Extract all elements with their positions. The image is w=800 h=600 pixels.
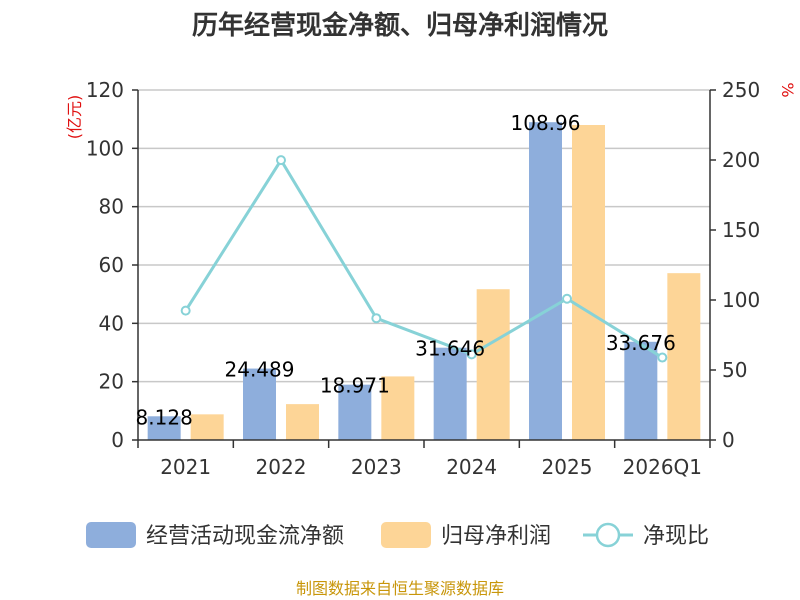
right-tick-label: 0 <box>722 428 735 452</box>
ratio-point <box>466 349 477 360</box>
net-profit-bar <box>667 273 701 440</box>
source-note: 制图数据来自恒生聚源数据库 <box>296 579 504 598</box>
cashflow-bar <box>624 341 658 440</box>
legend-item-cashflow-label: 经营活动现金流净额 <box>146 524 344 549</box>
legend: 经营活动现金流净额 归母净利润 净现比 <box>86 522 709 549</box>
ratio-point <box>657 352 668 363</box>
cashflow-bar <box>338 384 372 440</box>
right-tick-label: 150 <box>722 218 760 242</box>
net-profit-bar <box>190 414 224 440</box>
left-tick-label: 80 <box>99 195 124 219</box>
cashflow-data-label: 33.676 <box>606 331 676 355</box>
x-tick-label: 2023 <box>351 455 402 479</box>
cashflow-bar <box>433 347 467 440</box>
x-tick-label: 2026Q1 <box>623 455 702 479</box>
ratio-point <box>371 313 382 324</box>
net-profit-bar <box>572 125 605 440</box>
left-tick-label: 100 <box>86 136 124 160</box>
right-axis-unit: % <box>778 82 797 97</box>
left-tick-label: 0 <box>111 428 124 452</box>
left-tick-label: 120 <box>86 78 124 102</box>
chart-title: 历年经营现金净额、归母净利润情况 <box>192 10 608 41</box>
net-profit-bar <box>286 404 319 440</box>
data-labels: 8.128 24.489 18.971 31.646 108.96 33.676 <box>136 111 676 429</box>
right-tick-label: 50 <box>722 358 747 382</box>
x-tick-label: 2021 <box>160 455 211 479</box>
ratio-line <box>180 155 668 363</box>
legend-item-ratio-label: 净现比 <box>643 524 709 549</box>
left-tick-label: 60 <box>99 253 124 277</box>
cashflow-data-label: 108.96 <box>511 111 581 135</box>
right-tick-label: 250 <box>722 78 760 102</box>
right-tick-label: 200 <box>722 148 760 172</box>
legend-item-cashflow-swatch <box>86 522 136 548</box>
ratio-point <box>180 305 191 316</box>
cashflow-bar <box>529 122 562 440</box>
cashflow-data-label: 24.489 <box>225 358 295 382</box>
cashflow-data-label: 8.128 <box>136 405 193 429</box>
net-profit-bar <box>381 376 415 440</box>
axes: 0 20 40 60 80 100 120 0 50 100 150 200 250 2021 2022 20… <box>86 78 760 479</box>
x-tick-label: 2024 <box>446 455 497 479</box>
ratio-point <box>562 293 572 304</box>
gridlines <box>138 89 710 383</box>
legend-item-net-profit-label: 归母净利润 <box>441 524 551 549</box>
cashflow-data-label: 18.971 <box>320 374 390 398</box>
cashflow-data-label: 31.646 <box>415 337 485 361</box>
ratio-point <box>276 155 286 166</box>
cashflow-bar <box>243 368 276 440</box>
ratio-series-line <box>184 157 664 359</box>
right-tick-label: 100 <box>722 288 760 312</box>
left-tick-label: 20 <box>99 370 124 394</box>
cashflow-bar <box>147 416 181 440</box>
legend-item-ratio-swatch-marker <box>595 522 621 548</box>
left-axis-unit: (亿元) <box>65 95 84 140</box>
x-tick-label: 2025 <box>542 455 593 479</box>
left-tick-label: 40 <box>99 311 124 335</box>
net-profit-bar <box>476 289 510 440</box>
bars <box>147 122 701 440</box>
x-tick-label: 2022 <box>256 455 307 479</box>
legend-item-net-profit-swatch <box>381 522 431 548</box>
